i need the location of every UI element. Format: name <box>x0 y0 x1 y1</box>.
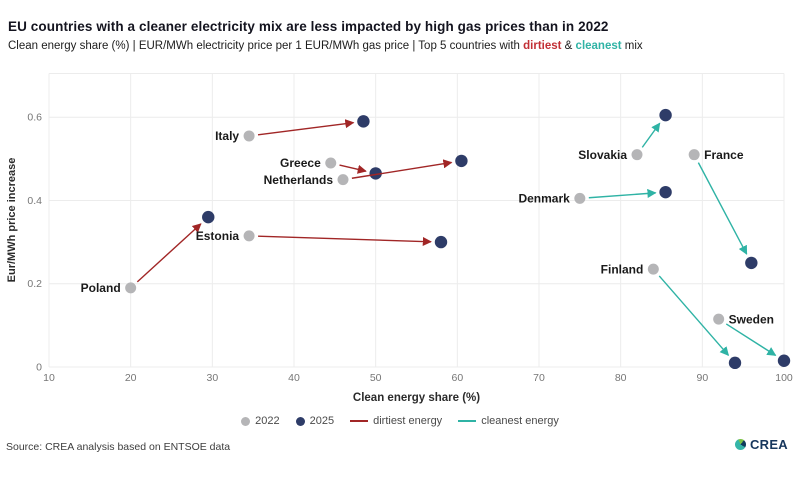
y-axis-title: Eur/MWh price increase <box>6 158 18 283</box>
legend-item-dirtiest: dirtiest energy <box>350 415 442 427</box>
dot-2025 <box>777 354 791 367</box>
x-tick-label: 10 <box>43 372 55 384</box>
x-tick-label: 50 <box>370 372 382 384</box>
trend-arrow <box>351 159 453 179</box>
subtitle-prefix: Clean energy share (%) | EUR/MWh electri… <box>8 40 524 52</box>
dot-2022 <box>325 157 337 169</box>
trend-arrow <box>257 119 355 136</box>
country-label: Poland <box>81 281 121 295</box>
dot-2025 <box>728 356 742 370</box>
crea-logo-icon <box>734 439 746 450</box>
dot-2025 <box>202 210 215 224</box>
legend-label: 2025 <box>309 415 335 427</box>
dot-2025 <box>659 108 672 122</box>
country-greece: Greece <box>280 156 382 180</box>
trend-arrow <box>641 122 661 148</box>
y-tick-label: 0 <box>36 362 42 374</box>
country-denmark: Denmark <box>518 185 672 206</box>
country-label: Netherlands <box>264 173 334 187</box>
country-netherlands: Netherlands <box>264 154 468 187</box>
crea-logo: CREA <box>734 437 788 452</box>
scatter-chart: 10 20 30 40 50 60 70 80 90 100 0 0.2 0.4 0.6 Clean ene… <box>0 60 800 415</box>
country-france: France <box>688 148 758 270</box>
x-tick-label: 60 <box>451 372 463 384</box>
legend-label: cleanest energy <box>481 415 559 427</box>
chart-legend: 2022 2025 dirtiest energy cleanest energ… <box>0 415 800 427</box>
x-tick-label: 20 <box>125 372 137 384</box>
dot-2025 <box>455 154 468 168</box>
x-tick-label: 70 <box>533 372 545 384</box>
trend-arrow <box>658 275 730 356</box>
dot-2022 <box>713 313 725 325</box>
x-tick-label: 40 <box>288 372 300 384</box>
dot-2022 <box>631 149 643 161</box>
subtitle-amp: & <box>561 40 576 52</box>
country-label: Estonia <box>196 229 240 243</box>
country-label: Denmark <box>518 192 570 206</box>
legend-line-cleanest <box>458 419 477 423</box>
legend-line-dirtiest <box>350 419 369 423</box>
country-label: Greece <box>280 156 321 170</box>
subtitle-suffix: mix <box>621 40 643 52</box>
legend-label: dirtiest energy <box>373 415 443 427</box>
x-tick-label: 100 <box>775 372 793 384</box>
x-tick-label: 90 <box>696 372 708 384</box>
crea-logo-text: CREA <box>749 437 788 452</box>
dot-2022 <box>688 149 700 161</box>
legend-item-2022: 2022 <box>241 415 280 427</box>
country-label: Sweden <box>729 312 774 326</box>
legend-item-2025: 2025 <box>295 415 335 427</box>
page-title: EU countries with a cleaner electricity … <box>8 19 609 34</box>
dot-2025 <box>745 256 758 270</box>
grid <box>48 73 785 368</box>
chart-subtitle: Clean energy share (%) | EUR/MWh electri… <box>8 40 788 52</box>
dot-2025 <box>369 167 382 180</box>
legend-label: 2022 <box>255 415 280 427</box>
subtitle-cleanest-accent: cleanest <box>575 40 622 52</box>
dot-2022 <box>647 263 659 275</box>
dot-2022 <box>243 130 255 142</box>
country-poland: Poland <box>81 210 215 295</box>
dot-2022 <box>574 192 586 204</box>
trend-arrow <box>339 164 367 174</box>
dot-2022 <box>125 282 137 294</box>
trend-arrow <box>136 223 202 283</box>
trend-arrow <box>258 235 432 247</box>
dot-2022 <box>337 174 349 186</box>
country-label: Slovakia <box>578 148 627 162</box>
legend-item-cleanest: cleanest energy <box>458 415 559 427</box>
dot-2025 <box>434 235 448 249</box>
source-note: Source: CREA analysis based on ENTSOE da… <box>6 441 231 453</box>
x-tick-label: 80 <box>615 372 627 384</box>
dot-2022 <box>243 230 255 242</box>
chart-header: EU countries with a cleaner electricity … <box>8 19 788 52</box>
trend-arrow <box>697 162 748 255</box>
x-axis-title: Clean energy share (%) <box>353 392 480 404</box>
country-label: Italy <box>215 129 239 143</box>
country-label: France <box>704 148 744 162</box>
trend-arrow <box>725 323 777 356</box>
country-estonia: Estonia <box>196 229 448 249</box>
dot-2025 <box>357 115 370 128</box>
country-sweden: Sweden <box>713 312 791 367</box>
legend-dot-2022 <box>241 416 251 426</box>
dot-2025 <box>659 185 672 199</box>
country-finland: Finland <box>601 262 742 370</box>
y-tick-label: 0.6 <box>27 112 42 124</box>
subtitle-dirtiest-accent: dirtiest <box>523 40 562 52</box>
x-tick-label: 30 <box>206 372 218 384</box>
axis-ticks: 10 20 30 40 50 60 70 80 90 100 0 0.2 0.4 0.6 <box>27 112 793 384</box>
country-italy: Italy <box>215 115 370 143</box>
y-tick-label: 0.4 <box>27 195 42 207</box>
legend-dot-2025 <box>295 416 305 426</box>
country-label: Finland <box>601 262 644 276</box>
country-slovakia: Slovakia <box>578 108 672 162</box>
trend-arrow <box>588 188 657 199</box>
chart-canvas: 10 20 30 40 50 60 70 80 90 100 0 0.2 0.4 0.6 Clean ene… <box>6 73 793 404</box>
y-tick-label: 0.2 <box>27 278 42 290</box>
